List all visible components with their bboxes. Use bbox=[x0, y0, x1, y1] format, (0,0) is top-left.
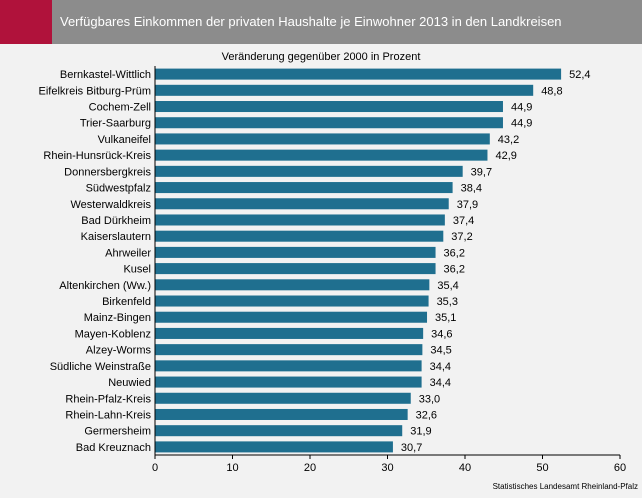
bar bbox=[155, 230, 444, 242]
header-bar: Verfügbares Einkommen der privaten Haush… bbox=[0, 0, 642, 44]
data-label: 52,4 bbox=[569, 69, 590, 81]
category-label: Neuwied bbox=[108, 377, 151, 389]
category-label: Rhein-Lahn-Kreis bbox=[65, 409, 151, 421]
bar bbox=[155, 376, 422, 388]
chart-subtitle: Veränderung gegenüber 2000 in Prozent bbox=[221, 51, 421, 63]
data-label: 33,0 bbox=[419, 393, 440, 405]
data-label: 37,9 bbox=[457, 199, 478, 211]
category-label: Cochem-Zell bbox=[89, 102, 151, 114]
category-label: Mayen-Koblenz bbox=[75, 328, 151, 340]
data-label: 38,4 bbox=[461, 183, 482, 195]
data-label: 30,7 bbox=[401, 442, 422, 454]
data-label: 37,2 bbox=[451, 231, 472, 243]
data-label: 37,4 bbox=[453, 215, 474, 227]
bar bbox=[155, 68, 562, 80]
bar bbox=[155, 441, 393, 453]
category-label: Germersheim bbox=[84, 426, 151, 438]
x-tick-label: 0 bbox=[152, 462, 158, 474]
header-accent bbox=[0, 0, 52, 44]
category-label: Rhein-Hunsrück-Kreis bbox=[43, 150, 151, 162]
bar bbox=[155, 327, 424, 339]
x-tick-label: 50 bbox=[536, 462, 548, 474]
category-label: Rhein-Pfalz-Kreis bbox=[65, 393, 151, 405]
category-label: Trier-Saarburg bbox=[80, 118, 151, 130]
category-label: Ahrweiler bbox=[105, 247, 151, 259]
category-label: Bernkastel-Wittlich bbox=[60, 69, 151, 81]
x-tick-label: 40 bbox=[459, 462, 471, 474]
category-label: Südliche Weinstraße bbox=[50, 361, 151, 373]
category-label: Altenkirchen (Ww.) bbox=[59, 280, 151, 292]
category-label: Eifelkreis Bitburg-Prüm bbox=[39, 85, 151, 97]
bar bbox=[155, 246, 436, 258]
category-label: Westerwaldkreis bbox=[71, 199, 152, 211]
data-label: 35,3 bbox=[437, 296, 458, 308]
bar bbox=[155, 149, 488, 161]
data-label: 36,2 bbox=[444, 264, 465, 276]
data-label: 32,6 bbox=[416, 409, 437, 421]
data-label: 35,4 bbox=[437, 280, 458, 292]
x-tick-label: 10 bbox=[226, 462, 238, 474]
bar bbox=[155, 198, 449, 210]
bar bbox=[155, 311, 428, 323]
bar bbox=[155, 117, 503, 129]
category-label: Bad Dürkheim bbox=[81, 215, 151, 227]
bar bbox=[155, 165, 463, 177]
bar bbox=[155, 279, 430, 291]
bar bbox=[155, 295, 429, 307]
bar bbox=[155, 408, 408, 420]
data-label: 34,4 bbox=[430, 377, 451, 389]
data-label: 44,9 bbox=[511, 102, 532, 114]
data-label: 43,2 bbox=[498, 134, 519, 146]
category-label: Bad Kreuznach bbox=[76, 442, 151, 454]
bar bbox=[155, 344, 423, 356]
bar bbox=[155, 84, 534, 96]
x-tick-label: 20 bbox=[304, 462, 316, 474]
category-label: Kaiserslautern bbox=[81, 231, 151, 243]
data-label: 36,2 bbox=[444, 247, 465, 259]
category-label: Donnersbergkreis bbox=[64, 166, 151, 178]
bar bbox=[155, 101, 503, 113]
bar bbox=[155, 133, 490, 145]
bar bbox=[155, 214, 445, 226]
bar bbox=[155, 392, 411, 404]
category-label: Kusel bbox=[123, 264, 151, 276]
source-note: Statistisches Landesamt Rheinland-Pfalz bbox=[492, 482, 638, 491]
data-label: 42,9 bbox=[495, 150, 516, 162]
x-tick-label: 60 bbox=[614, 462, 626, 474]
bar bbox=[155, 263, 436, 275]
bar bbox=[155, 425, 403, 437]
data-label: 48,8 bbox=[541, 85, 562, 97]
category-label: Mainz-Bingen bbox=[84, 312, 151, 324]
data-label: 34,6 bbox=[431, 328, 452, 340]
x-tick-label: 30 bbox=[381, 462, 393, 474]
data-label: 44,9 bbox=[511, 118, 532, 130]
data-label: 31,9 bbox=[410, 426, 431, 438]
bar bbox=[155, 360, 422, 372]
data-label: 34,5 bbox=[430, 345, 451, 357]
bar bbox=[155, 182, 453, 194]
category-label: Alzey-Worms bbox=[86, 345, 152, 357]
data-label: 34,4 bbox=[430, 361, 451, 373]
category-label: Vulkaneifel bbox=[98, 134, 151, 146]
data-label: 39,7 bbox=[471, 166, 492, 178]
page-title: Verfügbares Einkommen der privaten Haush… bbox=[60, 14, 562, 29]
category-label: Südwestpfalz bbox=[86, 183, 151, 195]
data-label: 35,1 bbox=[435, 312, 456, 324]
category-label: Birkenfeld bbox=[102, 296, 151, 308]
